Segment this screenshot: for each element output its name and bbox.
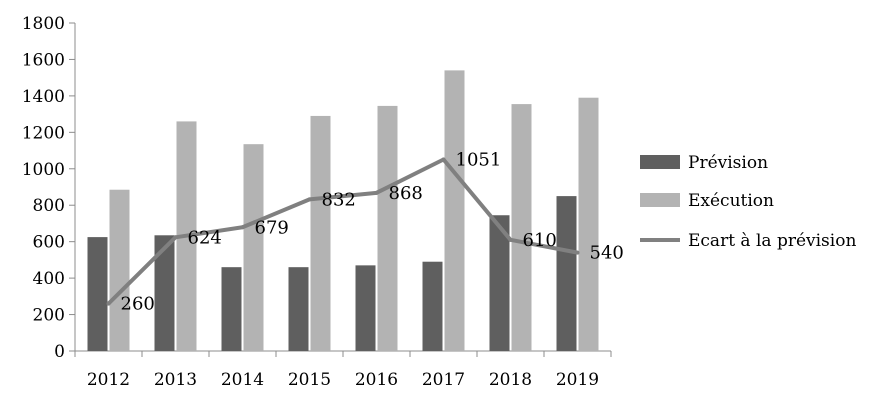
bar-prevision	[489, 215, 510, 351]
bar-execution	[578, 97, 599, 351]
y-tick-label: 400	[33, 269, 65, 289]
line-point	[307, 197, 312, 202]
data-label: 540	[590, 243, 624, 264]
data-labels: 260 624 679 832 868 1051 610 540	[121, 149, 624, 314]
line-point	[173, 235, 178, 240]
bar-prevision	[87, 237, 108, 351]
x-tick-label: 2012	[87, 370, 130, 390]
x-tick-label: 2016	[355, 370, 398, 390]
y-axis: 0 200 400 600 800 1000 1200 1400 1600 1800	[22, 14, 76, 362]
legend-label: Ecart à la prévision	[688, 231, 856, 251]
data-label: 610	[523, 230, 557, 251]
x-tick-label: 2015	[288, 370, 331, 390]
bar-execution	[444, 70, 465, 351]
bar-execution	[310, 115, 331, 351]
y-tick-label: 600	[33, 233, 65, 253]
data-label: 1051	[456, 149, 502, 170]
bar-execution	[109, 189, 130, 351]
y-tick-label: 200	[33, 306, 65, 326]
legend-label: Exécution	[688, 191, 774, 211]
bar-execution	[243, 144, 264, 351]
x-tick-label: 2013	[154, 370, 197, 390]
line-point	[106, 301, 111, 306]
data-label: 832	[322, 189, 356, 210]
y-tick-label: 1000	[22, 160, 65, 180]
y-tick-label: 1400	[22, 87, 65, 107]
legend: Prévision Exécution Ecart à la prévision	[640, 153, 856, 251]
y-tick-label: 800	[33, 196, 65, 216]
bar-execution	[511, 104, 532, 351]
data-label: 624	[188, 227, 222, 248]
line-point	[374, 190, 379, 195]
legend-swatch	[640, 155, 680, 169]
x-tick-label: 2014	[221, 370, 264, 390]
x-tick-label: 2017	[422, 370, 465, 390]
bar-prevision	[154, 235, 175, 351]
line-series	[106, 157, 580, 306]
line-point	[441, 157, 446, 162]
line-point	[575, 250, 580, 255]
y-tick-label: 1800	[22, 14, 65, 34]
data-label: 679	[255, 217, 289, 238]
bar-execution	[377, 105, 398, 352]
x-tick-label: 2019	[556, 370, 599, 390]
bar-prevision	[556, 196, 577, 351]
y-tick-label: 1200	[22, 123, 65, 143]
y-tick-label: 0	[54, 342, 65, 362]
bars	[87, 70, 599, 352]
data-label: 260	[121, 294, 155, 315]
legend-label: Prévision	[688, 153, 768, 173]
bar-prevision	[288, 267, 309, 351]
line-point	[240, 225, 245, 230]
bar-prevision	[355, 265, 376, 351]
y-tick-label: 1600	[22, 50, 65, 70]
bar-prevision	[422, 261, 443, 351]
legend-swatch	[640, 193, 680, 207]
data-label: 868	[389, 183, 423, 204]
line-ecart	[107, 157, 578, 306]
bar-prevision	[221, 267, 242, 351]
x-axis: 2012 2013 2014 2015 2016 2017 2018 2019	[74, 350, 612, 390]
line-point	[508, 237, 513, 242]
x-tick-label: 2018	[489, 370, 532, 390]
